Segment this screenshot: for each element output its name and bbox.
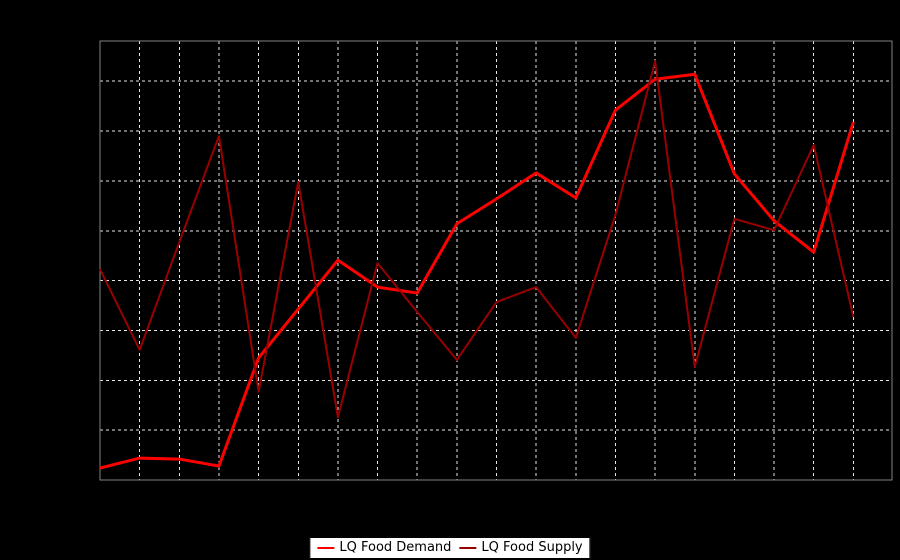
legend-label-demand: LQ Food Demand [339,540,452,555]
legend-item-demand: LQ Food Demand [317,538,451,558]
legend-swatch-supply-icon [459,547,477,549]
legend-item-supply: LQ Food Supply [459,538,583,558]
legend-swatch-demand-icon [317,547,335,549]
chart-legend: LQ Food Demand LQ Food Supply [309,537,591,559]
legend-label-supply: LQ Food Supply [481,540,583,555]
